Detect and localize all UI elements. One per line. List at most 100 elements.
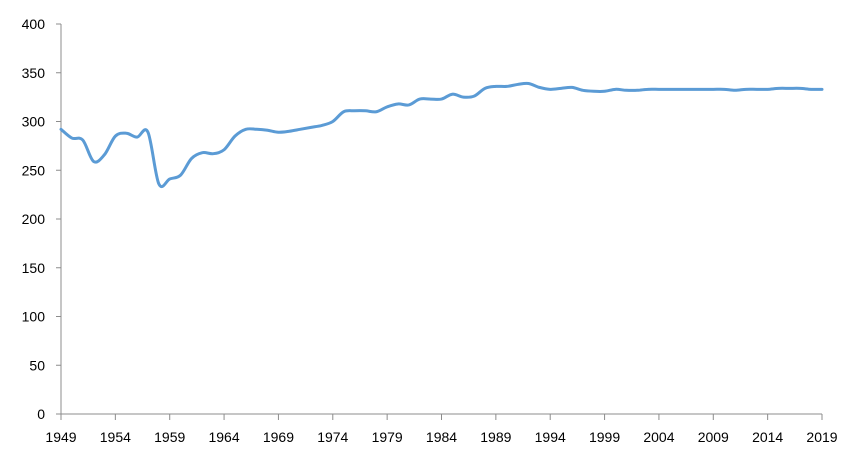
data-point <box>114 135 117 138</box>
data-point <box>81 139 84 142</box>
y-tick-label: 100 <box>22 309 46 325</box>
data-point <box>212 152 215 155</box>
y-tick-label: 300 <box>22 114 46 130</box>
x-tick-label: 1999 <box>589 429 620 445</box>
data-point <box>603 90 606 93</box>
y-tick-label: 200 <box>22 211 46 227</box>
x-tick-label: 2009 <box>698 429 729 445</box>
data-point <box>342 110 345 113</box>
data-point <box>299 128 302 131</box>
data-point <box>462 96 465 99</box>
y-tick-label: 0 <box>37 406 45 422</box>
data-point <box>527 82 530 85</box>
data-point <box>712 88 715 91</box>
data-point <box>201 151 204 154</box>
data-point <box>418 98 421 101</box>
data-point <box>331 120 334 123</box>
data-point <box>125 132 128 135</box>
data-point <box>581 89 584 92</box>
data-point <box>516 83 519 86</box>
data-point <box>766 88 769 91</box>
data-point <box>625 89 628 92</box>
data-point <box>723 88 726 91</box>
data-point <box>734 89 737 92</box>
data-point <box>103 153 106 156</box>
data-point <box>799 87 802 90</box>
data-point <box>407 103 410 106</box>
data-point <box>636 89 639 92</box>
data-point <box>353 109 356 112</box>
data-point <box>451 93 454 96</box>
data-point <box>288 130 291 133</box>
data-point <box>647 88 650 91</box>
data-point <box>397 102 400 105</box>
data-point <box>60 128 63 131</box>
data-point <box>375 110 378 113</box>
data-point <box>755 88 758 91</box>
data-point <box>505 85 508 88</box>
data-point <box>810 88 813 91</box>
data-point <box>777 87 780 90</box>
data-point <box>244 128 247 131</box>
data-point <box>146 131 149 134</box>
series-line <box>59 81 824 189</box>
x-tick-label: 1954 <box>100 429 131 445</box>
data-point <box>277 131 280 134</box>
y-tick-label: 250 <box>22 162 46 178</box>
data-point <box>483 87 486 90</box>
x-tick-label: 2019 <box>806 429 837 445</box>
data-point <box>668 88 671 91</box>
data-point <box>592 90 595 93</box>
data-point <box>821 88 824 91</box>
x-tick-label: 2014 <box>752 429 783 445</box>
data-point <box>657 88 660 91</box>
data-point <box>701 88 704 91</box>
data-point <box>179 174 182 177</box>
x-tick-label: 1984 <box>426 429 457 445</box>
data-point <box>364 109 367 112</box>
data-point <box>70 137 73 140</box>
data-point <box>788 87 791 90</box>
data-point <box>310 126 313 129</box>
data-point <box>473 95 476 98</box>
data-point <box>429 98 432 101</box>
data-point <box>494 85 497 88</box>
data-point <box>168 178 171 181</box>
data-point <box>538 86 541 89</box>
y-tick-label: 50 <box>29 357 45 373</box>
x-tick-label: 1974 <box>317 429 348 445</box>
data-point <box>223 148 226 151</box>
data-point <box>570 86 573 89</box>
data-point <box>136 136 139 139</box>
data-point <box>560 87 563 90</box>
data-point <box>190 157 193 160</box>
data-point <box>386 105 389 108</box>
data-point <box>679 88 682 91</box>
x-axis-ticks: 1949 1954 1959 1964 1969 1974 1979 1984 1989 1994… <box>45 414 838 445</box>
y-tick-label: 350 <box>22 65 46 81</box>
series-layer <box>59 81 824 189</box>
data-point <box>744 88 747 91</box>
data-point <box>320 124 323 127</box>
data-point <box>440 98 443 101</box>
data-point <box>157 182 160 185</box>
y-tick-label: 400 <box>22 16 46 32</box>
x-tick-label: 1994 <box>535 429 566 445</box>
x-tick-label: 1979 <box>372 429 403 445</box>
data-point <box>92 160 95 163</box>
x-tick-label: 1959 <box>154 429 185 445</box>
x-tick-label: 1949 <box>45 429 76 445</box>
x-tick-label: 1989 <box>480 429 511 445</box>
data-point <box>690 88 693 91</box>
data-point <box>614 88 617 91</box>
data-point <box>255 128 258 131</box>
x-tick-label: 1964 <box>208 429 239 445</box>
data-point <box>549 88 552 91</box>
y-axis-ticks: 0 50 100 150 200 250 300 350 400 <box>22 16 61 422</box>
x-tick-label: 1969 <box>263 429 294 445</box>
x-tick-label: 2004 <box>643 429 674 445</box>
data-point <box>266 129 269 132</box>
data-point <box>233 135 236 138</box>
y-tick-label: 150 <box>22 260 46 276</box>
